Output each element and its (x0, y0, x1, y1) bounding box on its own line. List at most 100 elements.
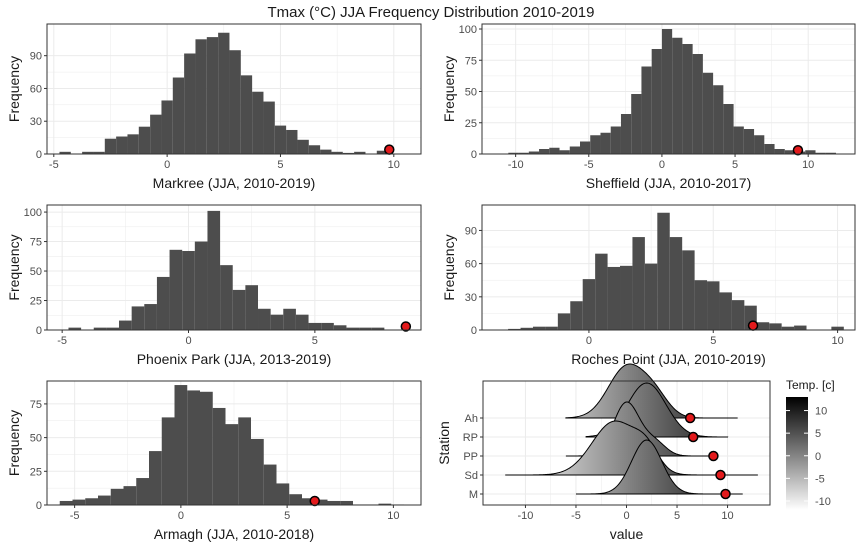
histogram-bar (682, 44, 693, 154)
legend-tick-label: -5 (815, 473, 825, 485)
record-marker (747, 320, 759, 331)
histogram-bar (229, 50, 241, 154)
x-tick-label: 5 (284, 510, 290, 522)
histogram-bar (207, 210, 221, 330)
x-tick-label: 0 (586, 335, 592, 347)
histogram-bar (240, 75, 253, 154)
histogram-bar (276, 483, 290, 505)
histogram-bar (327, 500, 341, 505)
record-marker (384, 144, 395, 155)
histogram-bar (82, 151, 94, 154)
y-tick-label: 50 (465, 87, 477, 99)
histogram-bar (570, 301, 583, 330)
station-label: RP (463, 432, 478, 444)
x-axis-title: value (610, 526, 644, 542)
y-tick-label: 50 (30, 433, 42, 445)
histogram-panel-5 (44, 380, 422, 508)
y-tick-label: 0 (471, 149, 477, 161)
histogram-bar (220, 265, 233, 330)
x-tick-label: 5 (674, 510, 680, 522)
histogram-bar (252, 91, 264, 154)
y-tick-label: 50 (30, 266, 42, 278)
histogram-bar (104, 138, 117, 154)
histogram-bar (557, 313, 571, 330)
x-tick-label: -5 (57, 335, 67, 347)
x-tick-label: 0 (178, 510, 184, 522)
histogram-bar (805, 150, 816, 154)
histogram-bar (359, 327, 372, 330)
histogram-bar (138, 126, 151, 154)
histogram-bar (68, 327, 82, 330)
histogram-bar (172, 77, 185, 154)
x-tick-label: -5 (70, 510, 80, 522)
x-tick-label: 0 (659, 159, 665, 171)
x-tick-label: 5 (312, 335, 318, 347)
histogram-bar (831, 326, 844, 330)
record-marker (687, 431, 699, 443)
histogram-bar (641, 66, 652, 154)
histogram-bar (733, 126, 744, 154)
histogram-bar (769, 323, 782, 330)
histogram-bar (59, 151, 71, 154)
histogram-panel-2 (479, 23, 856, 157)
histogram-bar (274, 125, 287, 154)
histogram-bar (206, 37, 219, 154)
record-marker (720, 488, 731, 500)
histogram-bar (672, 37, 683, 154)
color-legend (786, 397, 808, 510)
histogram-bar (694, 280, 708, 330)
y-tick-label: 60 (30, 83, 42, 95)
histogram-bar (187, 390, 200, 505)
histogram-bar (559, 150, 570, 154)
y-axis-title: Frequency (6, 234, 22, 300)
y-tick-label: 100 (459, 24, 477, 36)
histogram-bar (218, 32, 230, 154)
histogram-bar (93, 327, 107, 330)
histogram-bar (794, 325, 807, 330)
histogram-bar (764, 144, 775, 154)
y-tick-label: 75 (465, 55, 477, 67)
histogram-bar (610, 126, 621, 154)
histogram-bar (314, 499, 328, 505)
y-tick-label: 0 (471, 325, 477, 337)
histogram-bar (174, 385, 188, 505)
histogram-bar (376, 150, 389, 154)
x-tick-label: -5 (584, 159, 594, 171)
y-tick-label: 100 (24, 207, 42, 219)
histogram-bar (295, 314, 309, 330)
x-tick-label: -5 (49, 159, 59, 171)
histogram-bar (302, 498, 315, 505)
histogram-bar (123, 486, 137, 505)
histogram-bar (212, 407, 226, 505)
histogram-bar (308, 322, 322, 330)
histogram-bar (144, 304, 157, 330)
y-tick-label: 90 (465, 225, 477, 237)
x-tick-label: 10 (831, 335, 843, 347)
histogram-bar (651, 49, 662, 154)
x-axis-title: Sheffield (JJA, 2010-2017) (586, 175, 752, 191)
y-tick-label: 25 (30, 466, 42, 478)
x-tick-label: 0 (623, 510, 629, 522)
y-axis-title: Frequency (441, 56, 457, 122)
y-tick-label: 0 (36, 325, 42, 337)
legend-tick-label: -10 (815, 496, 831, 508)
histogram-bar (756, 322, 770, 330)
histogram-bar (781, 326, 795, 330)
histogram-panel-1 (44, 23, 422, 157)
histogram-bar (98, 495, 111, 505)
histogram-bar (297, 139, 309, 154)
histogram-bar (590, 135, 601, 154)
histogram-bar (713, 85, 724, 154)
histogram-bar (263, 464, 277, 505)
x-axis-title: Roches Point (JJA, 2010-2019) (571, 351, 766, 367)
histogram-bar (85, 498, 98, 505)
histogram-bar (661, 29, 673, 154)
histogram-bar (508, 152, 519, 154)
histogram-bar (532, 326, 546, 330)
panel-border (481, 23, 856, 155)
legend-tick-label: 5 (815, 428, 821, 440)
legend-title: Temp. [c] (786, 378, 835, 392)
panel-border (481, 204, 856, 331)
histogram-bar (194, 241, 208, 330)
histogram-bar (723, 104, 734, 154)
